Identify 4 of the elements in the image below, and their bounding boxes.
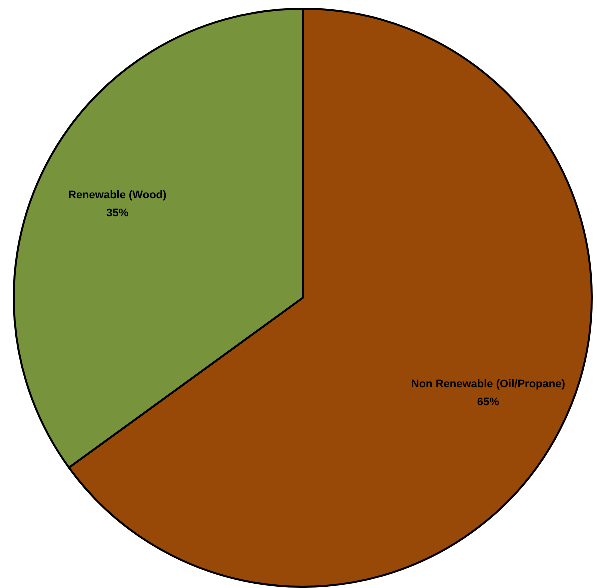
data-label: 65% [477,396,500,408]
slice-label: Renewable (Wood) [68,190,168,202]
data-label: 35% [106,208,129,220]
slice-label: Non Renewable (Oil/Propane) [411,378,566,390]
